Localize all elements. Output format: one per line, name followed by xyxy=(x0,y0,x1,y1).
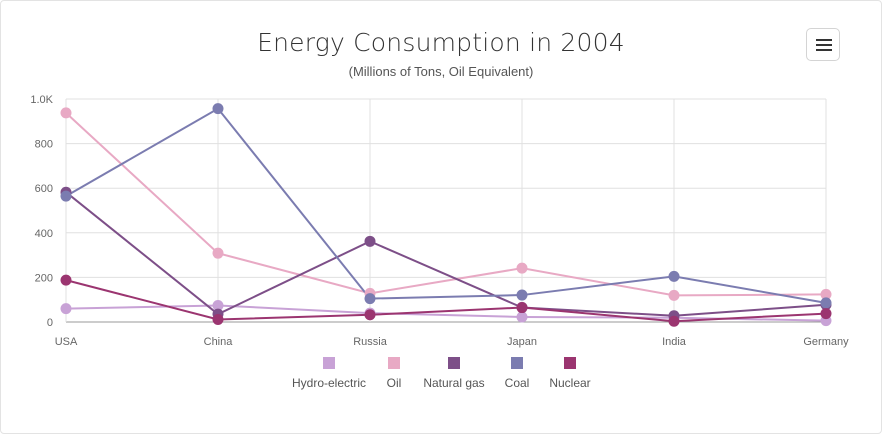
legend-label[interactable]: Natural gas xyxy=(423,376,484,390)
data-point[interactable] xyxy=(212,247,224,259)
series-line[interactable] xyxy=(65,107,827,304)
grid xyxy=(65,98,827,323)
legend-label[interactable]: Oil xyxy=(387,376,402,390)
data-point[interactable] xyxy=(516,289,528,301)
chart-subtitle: (Millions of Tons, Oil Equivalent) xyxy=(348,64,534,79)
data-point[interactable] xyxy=(516,311,528,323)
data-point[interactable] xyxy=(820,308,832,320)
data-point[interactable] xyxy=(60,107,72,119)
y-axis-ticks: 0 200 400 600 800 1.0K xyxy=(30,94,53,329)
y-tick-label: 0 xyxy=(47,317,53,329)
series-line[interactable] xyxy=(65,112,827,297)
y-tick-label: 1.0K xyxy=(30,94,53,106)
data-point[interactable] xyxy=(212,103,224,115)
series-line[interactable] xyxy=(65,191,827,317)
legend-label[interactable]: Hydro-electric xyxy=(292,376,366,390)
hamburger-menu-icon[interactable] xyxy=(806,28,840,61)
series-lines xyxy=(65,107,827,323)
series-points xyxy=(60,103,832,327)
legend-swatch[interactable] xyxy=(564,357,576,369)
legend-label[interactable]: Nuclear xyxy=(549,376,590,390)
x-tick-label: USA xyxy=(55,336,78,348)
legend-swatch[interactable] xyxy=(388,357,400,369)
data-point[interactable] xyxy=(668,289,680,301)
chart-title: Energy Consumption in 2004 xyxy=(257,28,625,57)
legend-swatch[interactable] xyxy=(511,357,523,369)
data-point[interactable] xyxy=(516,302,528,314)
data-point[interactable] xyxy=(364,309,376,321)
x-tick-label: Germany xyxy=(803,336,849,348)
series-line[interactable] xyxy=(65,279,827,323)
legend: Hydro-electric Oil Natural gas Coal Nuclear xyxy=(292,357,591,390)
data-point[interactable] xyxy=(212,313,224,325)
data-point[interactable] xyxy=(516,262,528,274)
x-tick-label: Japan xyxy=(507,336,537,348)
data-point[interactable] xyxy=(60,190,72,202)
x-tick-label: China xyxy=(204,336,234,348)
data-point[interactable] xyxy=(60,303,72,315)
series-line[interactable] xyxy=(65,304,827,322)
y-tick-label: 200 xyxy=(35,272,53,284)
x-tick-label: India xyxy=(662,336,687,348)
x-tick-label: Russia xyxy=(353,336,388,348)
data-point[interactable] xyxy=(668,270,680,282)
data-point[interactable] xyxy=(820,297,832,309)
y-tick-label: 600 xyxy=(35,183,53,195)
legend-swatch[interactable] xyxy=(448,357,460,369)
legend-label[interactable]: Coal xyxy=(505,376,530,390)
y-tick-label: 400 xyxy=(35,228,53,240)
data-point[interactable] xyxy=(212,299,224,311)
data-point[interactable] xyxy=(60,274,72,286)
legend-swatch[interactable] xyxy=(323,357,335,369)
data-point[interactable] xyxy=(364,293,376,305)
data-point[interactable] xyxy=(668,315,680,327)
y-tick-label: 800 xyxy=(35,139,53,151)
data-point[interactable] xyxy=(820,288,832,300)
x-axis-ticks: USA China Russia Japan India Germany xyxy=(55,336,849,348)
data-point[interactable] xyxy=(364,235,376,247)
